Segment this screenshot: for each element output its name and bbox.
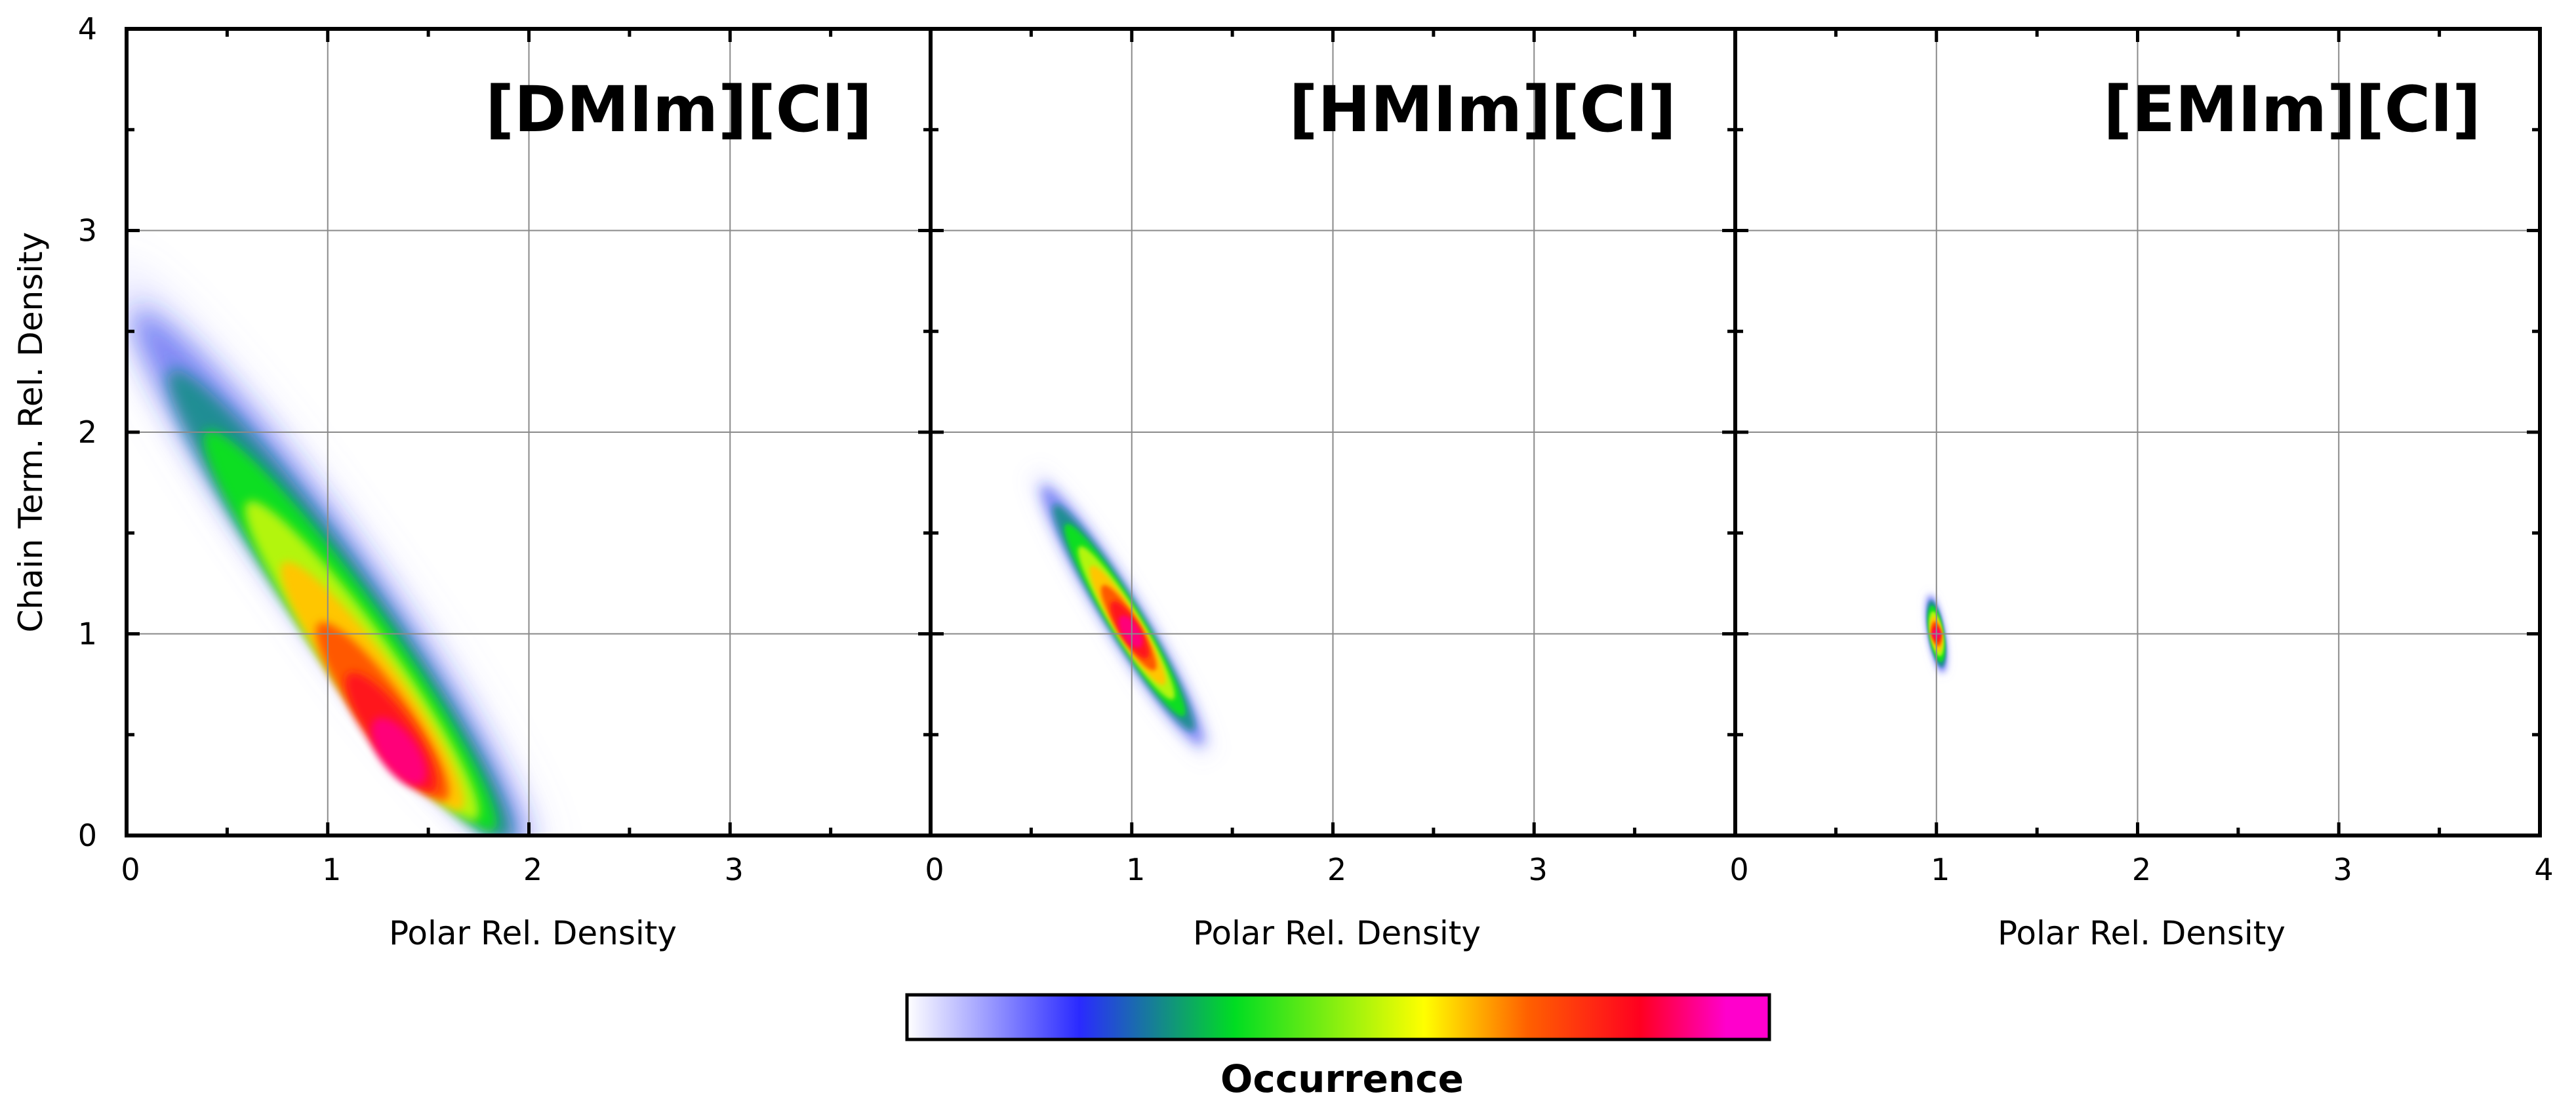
x-axis-label: Polar Rel. Density [389, 914, 677, 952]
x-tick-label: 0 [925, 852, 944, 887]
y-axis: 0 1 2 3 4 Chain Term. Rel. Density [12, 11, 97, 853]
y-tick-label: 3 [78, 213, 97, 249]
panel-frame [1733, 27, 2542, 837]
heatmap [127, 268, 538, 835]
x-tick-label: 2 [523, 852, 542, 887]
x-tick-label: 1 [322, 852, 341, 887]
x-tick-label: 2 [2132, 852, 2151, 887]
panels: 0 1 2 3 Polar Rel. Density [DMIm][Cl] 0 1 2 3 Pola… [121, 27, 2554, 952]
panel-2: 0 1 2 3 Polar Rel. Density [HMIm][Cl] [925, 27, 1737, 952]
x-tick-label: 0 [121, 852, 140, 887]
panel-3: 0 1 2 3 4 Polar Rel. Density [EMIm][Cl] [1729, 27, 2554, 952]
x-tick-label: 1 [1931, 852, 1950, 887]
x-tick-label: 0 [1729, 852, 1748, 887]
x-tick-label: 3 [725, 852, 744, 887]
y-tick-label: 0 [78, 818, 97, 853]
gridlines [127, 29, 931, 835]
y-tick-label: 1 [78, 616, 97, 652]
panel-title: [DMIm][Cl] [485, 73, 872, 146]
x-tick-label: 3 [1529, 852, 1548, 887]
panel-title: [EMIm][Cl] [2103, 73, 2481, 146]
y-tick-label: 4 [78, 11, 97, 47]
x-tick-label: 1 [1126, 852, 1145, 887]
x-axis-label: Polar Rel. Density [1998, 914, 2285, 952]
x-tick-label: 4 [2534, 852, 2553, 887]
panel-1: 0 1 2 3 Polar Rel. Density [DMIm][Cl] [121, 27, 933, 952]
heatmap-level [371, 717, 427, 786]
x-tick-label: 3 [2333, 852, 2352, 887]
x-axis-label: Polar Rel. Density [1193, 914, 1481, 952]
x-tick-label: 2 [1327, 852, 1346, 887]
colorbar: Occurrence [905, 993, 1771, 1101]
y-tick-label: 2 [78, 414, 97, 450]
colorbar-gradient [905, 993, 1771, 1041]
colorbar-label: Occurrence [1220, 1057, 1464, 1101]
heatmap-level [1118, 615, 1143, 648]
heatmap [1033, 472, 1211, 755]
panel-title: [HMIm][Cl] [1289, 73, 1676, 146]
gridlines [931, 29, 1735, 835]
y-axis-label: Chain Term. Rel. Density [12, 232, 50, 633]
gridlines [1735, 29, 2540, 835]
